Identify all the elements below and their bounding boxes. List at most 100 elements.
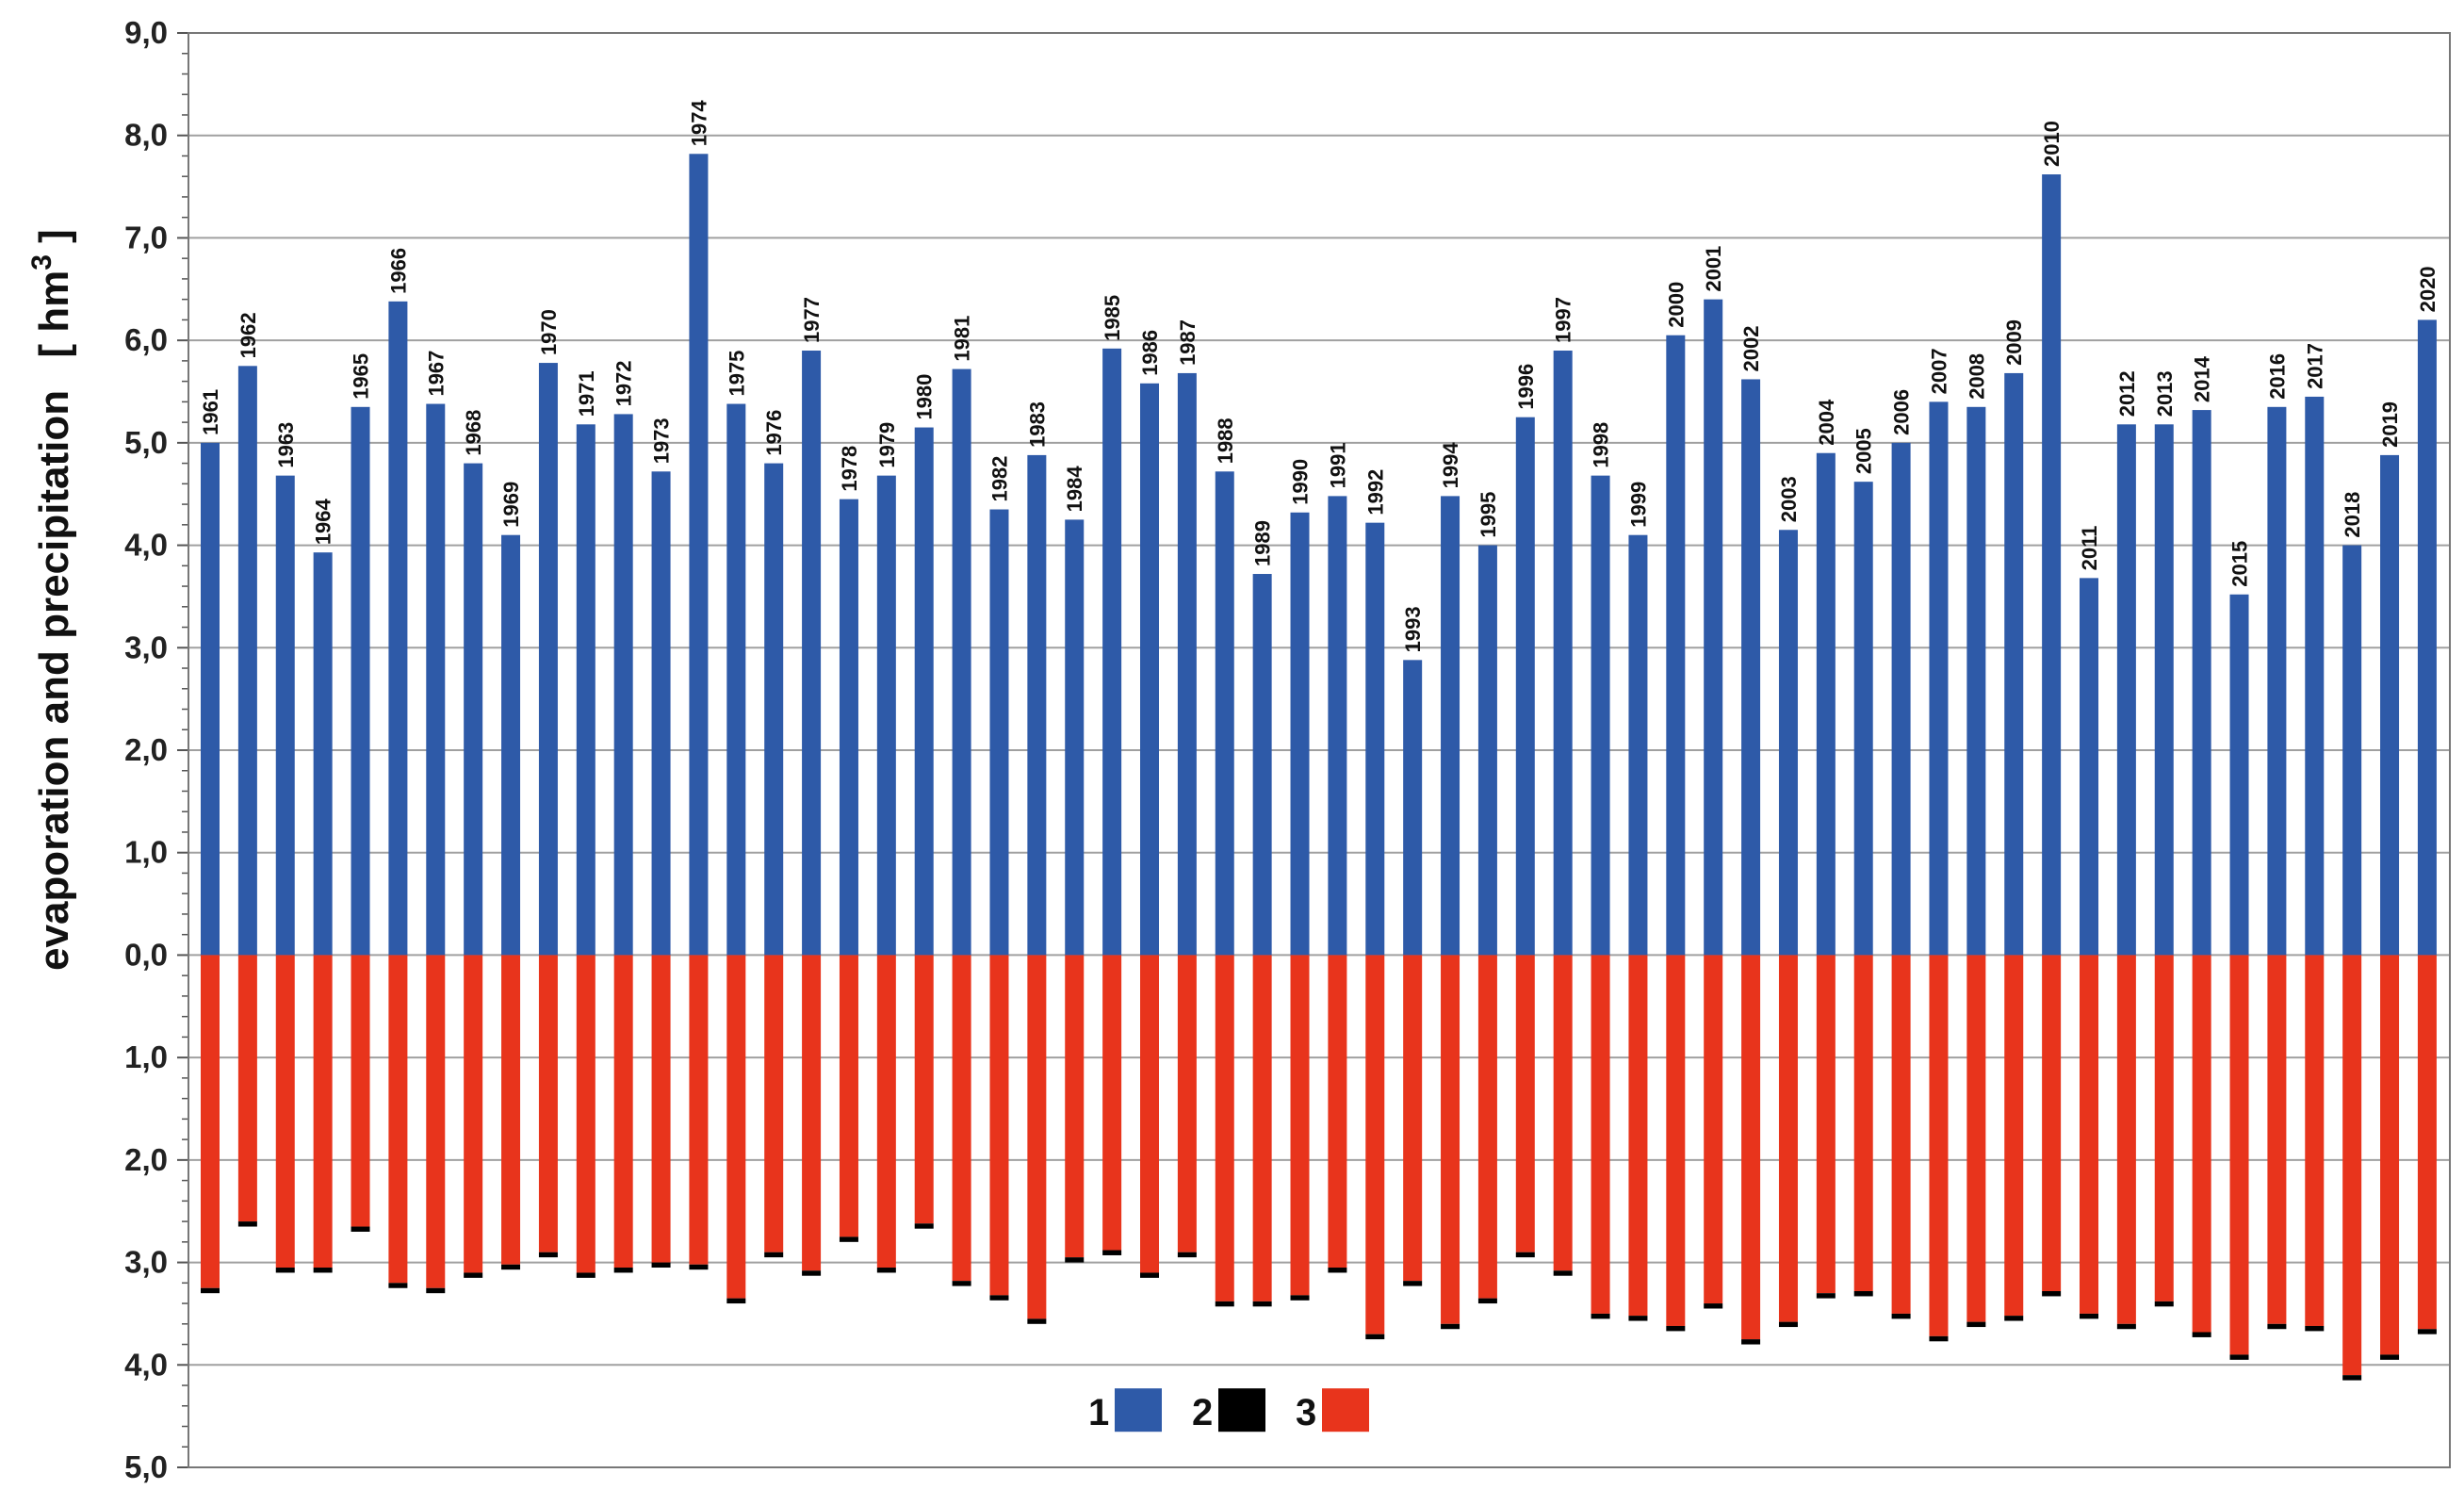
year-label: 1975 <box>725 351 748 397</box>
year-label: 1963 <box>274 422 298 468</box>
bar-series-3 <box>2417 955 2437 1330</box>
bar-series-1 <box>426 403 446 956</box>
year-label: 2018 <box>2341 492 2364 538</box>
bar-series-1 <box>802 351 822 956</box>
bar-series-3 <box>1704 955 1723 1304</box>
y-tick-label: 5,0 <box>124 1449 168 1484</box>
year-label: 1986 <box>1138 330 1162 376</box>
year-label: 1977 <box>800 297 824 343</box>
bar-series-1 <box>764 463 784 956</box>
bar-series-2 <box>1891 1313 1911 1319</box>
year-label: 2003 <box>1777 476 1801 522</box>
year-label: 2005 <box>1852 428 1876 474</box>
bar-series-3 <box>1365 955 1385 1334</box>
bar-series-2 <box>2004 1316 2024 1321</box>
bar-series-3 <box>914 955 934 1224</box>
bar-series-1 <box>1704 299 1723 956</box>
bar-series-2 <box>2192 1332 2211 1337</box>
bar-series-1 <box>351 406 370 956</box>
year-label: 1995 <box>1477 492 1500 538</box>
bar-series-2 <box>764 1252 784 1258</box>
bar-series-3 <box>313 955 333 1269</box>
bar-series-3 <box>426 955 446 1288</box>
bar-series-2 <box>1741 1339 1761 1345</box>
bar-series-1 <box>914 427 934 956</box>
bar-series-2 <box>2080 1313 2098 1319</box>
bar-series-3 <box>1102 955 1122 1251</box>
bar-series-3 <box>1929 955 1949 1336</box>
year-label: 1976 <box>762 410 786 456</box>
year-label: 1978 <box>838 446 861 492</box>
bar-series-3 <box>1853 955 1873 1292</box>
bar-series-3 <box>2042 955 2062 1292</box>
bar-series-1 <box>1628 534 1648 956</box>
bar-series-3 <box>1441 955 1460 1324</box>
bar-series-1 <box>2192 410 2211 956</box>
bar-series-3 <box>1591 955 1610 1314</box>
year-label: 2014 <box>2191 355 2214 402</box>
year-label: 1998 <box>1590 422 1613 468</box>
bar-series-1 <box>2116 424 2136 956</box>
bar-series-2 <box>426 1287 446 1294</box>
year-label: 1970 <box>537 309 561 355</box>
year-label: 2019 <box>2378 401 2402 448</box>
bar-series-1 <box>1252 574 1272 956</box>
y-axis-unit-open: [ hm <box>31 270 77 358</box>
bar-series-1 <box>576 424 596 956</box>
year-label: 1983 <box>1025 401 1049 448</box>
bar-series-3 <box>1403 955 1423 1282</box>
bar-series-3 <box>1252 955 1272 1301</box>
bar-series-2 <box>1403 1281 1423 1286</box>
year-label: 2004 <box>1815 399 1838 446</box>
y-axis-title-text: evaporation and precipitation <box>31 390 77 971</box>
bar-series-2 <box>1102 1250 1122 1255</box>
bar-series-1 <box>1666 335 1686 956</box>
bar-series-2 <box>1365 1334 1385 1340</box>
bar-series-2 <box>2380 1354 2400 1360</box>
bar-series-1 <box>1290 512 1310 956</box>
year-label: 1992 <box>1363 469 1387 516</box>
year-label: 1984 <box>1063 466 1086 513</box>
year-label: 1993 <box>1401 606 1425 652</box>
bar-series-3 <box>2004 955 2024 1317</box>
bar-series-1 <box>689 154 709 956</box>
bar-series-2 <box>1816 1293 1836 1299</box>
y-tick-label: 3,0 <box>124 630 168 664</box>
year-label: 2006 <box>1890 389 1914 435</box>
bar-series-3 <box>651 955 671 1263</box>
bar-series-3 <box>1891 955 1911 1314</box>
year-labels: 1961 1962 1963 1964 1965 1966 1967 1968 1969 1970… <box>199 100 2440 653</box>
bar-series-1 <box>839 499 858 956</box>
bar-series-2 <box>1065 1257 1085 1263</box>
year-label: 1994 <box>1439 442 1462 489</box>
y-tick-label: 9,0 <box>124 15 168 50</box>
year-label: 2015 <box>2228 541 2252 587</box>
bar-series-2 <box>1477 1298 1497 1304</box>
year-label: 1969 <box>499 482 523 528</box>
bar-series-2 <box>689 1264 709 1270</box>
bar-series-1 <box>1553 351 1573 956</box>
bar-series-3 <box>2305 955 2325 1326</box>
bar-series-1 <box>726 403 746 956</box>
bar-series-3 <box>1515 955 1535 1252</box>
year-label: 1964 <box>312 498 335 545</box>
legend-swatch <box>1322 1388 1369 1432</box>
bar-series-1 <box>237 366 257 956</box>
year-label: 1968 <box>462 410 485 456</box>
year-label: 1973 <box>650 417 674 464</box>
year-label: 2008 <box>1965 353 1988 400</box>
bar-series-3 <box>501 955 521 1265</box>
y-axis-unit-close: ] <box>31 229 77 254</box>
bar-series-2 <box>1778 1321 1798 1328</box>
bar-series-2 <box>2154 1301 2174 1307</box>
bar-series-2 <box>464 1272 483 1278</box>
bar-series-2 <box>876 1268 896 1273</box>
year-label: 2016 <box>2265 353 2289 400</box>
year-label: 1980 <box>913 374 937 420</box>
bar-series-2 <box>1328 1268 1347 1273</box>
bar-series-2 <box>1666 1325 1686 1332</box>
bar-series-1 <box>2380 454 2400 956</box>
bar-series-1 <box>1515 417 1535 956</box>
bar-series-2 <box>237 1221 257 1227</box>
bar-series-2 <box>952 1281 971 1286</box>
